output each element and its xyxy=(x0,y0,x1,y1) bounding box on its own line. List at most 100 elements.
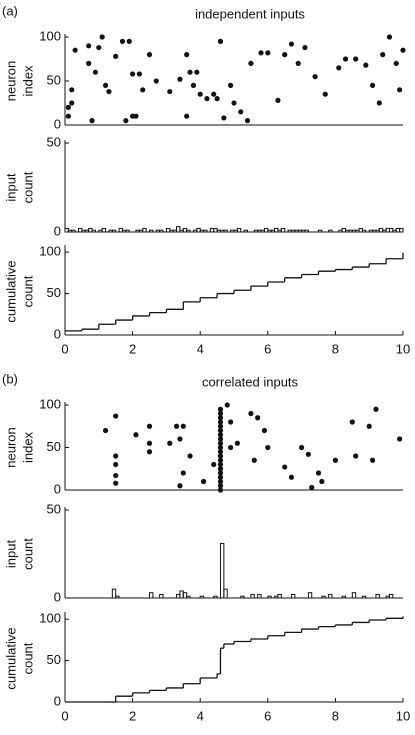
spike-dot xyxy=(400,47,406,53)
hist-bar xyxy=(199,229,205,233)
spike-dot xyxy=(315,470,322,476)
spike-dot xyxy=(99,34,105,40)
spike-dot xyxy=(231,100,237,106)
spike-dot xyxy=(353,453,359,459)
hist-bar xyxy=(179,590,184,599)
spike-dot xyxy=(217,410,224,417)
spike-dot xyxy=(248,60,254,66)
spike-dot xyxy=(217,449,224,455)
spike-dot xyxy=(366,423,372,429)
spike-dot xyxy=(376,100,382,106)
spike-dot xyxy=(217,453,224,459)
spike-dot xyxy=(113,453,119,459)
hist-bar xyxy=(341,227,347,233)
spike-dot xyxy=(140,87,146,93)
spike-dot xyxy=(397,87,403,93)
x-tick-label: 0 xyxy=(61,341,68,356)
spike-dot xyxy=(248,410,254,417)
hist-bar xyxy=(274,595,279,599)
x-tick-label: 10 xyxy=(396,341,410,356)
hist-bar xyxy=(253,229,259,233)
hist-bar xyxy=(101,227,107,233)
y-tick-label: 100 xyxy=(39,396,61,411)
spike-dot xyxy=(89,118,95,124)
hist-bar xyxy=(358,227,363,233)
spike-dot xyxy=(146,449,153,455)
hist-bar xyxy=(135,229,140,233)
spike-dot xyxy=(217,483,224,489)
spike-dot xyxy=(217,444,224,451)
spike-dot xyxy=(177,76,183,82)
spike-dot xyxy=(177,436,183,442)
spike-dot xyxy=(92,69,99,75)
spike-dot xyxy=(194,69,200,75)
x-tick-label: 6 xyxy=(264,708,271,723)
spike-dot xyxy=(113,461,119,468)
spike-dot xyxy=(275,97,281,103)
hist-bar xyxy=(392,229,397,233)
spike-dot xyxy=(187,69,193,75)
hist-bar xyxy=(71,229,76,233)
hist-bar xyxy=(115,595,120,599)
hist-bar xyxy=(176,593,181,599)
hist-bar xyxy=(328,229,333,233)
spike-dot xyxy=(113,53,119,59)
hist-bar xyxy=(267,595,272,599)
spike-dot xyxy=(217,474,224,480)
y-axis-label: index xyxy=(20,65,35,97)
hist-bar xyxy=(213,595,218,599)
hist-bar xyxy=(165,227,171,233)
x-tick-label: 8 xyxy=(332,708,339,723)
spike-dot xyxy=(386,34,393,40)
spike-dot xyxy=(228,419,234,425)
hist-bar xyxy=(230,229,235,233)
hist-bar xyxy=(155,229,161,233)
hist-bar xyxy=(277,229,282,233)
spike-dot xyxy=(177,483,183,489)
spike-dot xyxy=(69,87,75,93)
spike-dot xyxy=(211,91,217,97)
hist-bar xyxy=(385,595,390,599)
spike-dot xyxy=(184,113,190,119)
x-tick-label: 10 xyxy=(396,708,410,723)
spike-dot xyxy=(322,91,328,97)
spike-dot xyxy=(380,52,386,58)
hist-bar xyxy=(270,229,276,233)
hist-bar xyxy=(219,542,225,599)
spike-dot xyxy=(217,406,224,412)
hist-bar xyxy=(64,227,69,233)
spike-dot xyxy=(217,419,224,425)
y-axis-label: index xyxy=(20,431,35,463)
spike-dot xyxy=(288,41,295,47)
spike-dot xyxy=(228,82,234,88)
spike-dot xyxy=(130,113,136,119)
spike-dot xyxy=(217,487,224,493)
hist-bar xyxy=(263,227,269,233)
spike-dot xyxy=(393,60,399,66)
hist-bar xyxy=(98,229,103,233)
y-tick-label: 0 xyxy=(54,223,61,238)
spike-dot xyxy=(204,96,210,102)
hist-bar xyxy=(78,227,83,233)
spike-dot xyxy=(69,100,75,106)
hist-bar xyxy=(81,229,86,233)
y-tick-label: 0 xyxy=(54,116,61,131)
x-tick-label: 8 xyxy=(332,341,339,356)
hist-bar xyxy=(361,595,367,599)
x-tick-label: 4 xyxy=(197,708,204,723)
y-tick-label: 0 xyxy=(54,693,61,708)
hist-bar xyxy=(169,229,174,233)
y-axis-label: count xyxy=(20,171,35,203)
y-tick-label: 100 xyxy=(39,611,61,626)
hist-bar xyxy=(361,229,367,233)
spike-dot xyxy=(369,457,376,463)
spike-dot xyxy=(65,104,71,110)
spike-dot xyxy=(123,118,129,124)
spike-dot xyxy=(265,50,271,56)
spike-dot xyxy=(369,82,376,88)
spike-dot xyxy=(363,62,369,68)
spike-dot xyxy=(180,470,186,476)
spike-dot xyxy=(258,50,264,56)
spike-dot xyxy=(217,38,224,45)
hist-bar xyxy=(216,229,221,233)
